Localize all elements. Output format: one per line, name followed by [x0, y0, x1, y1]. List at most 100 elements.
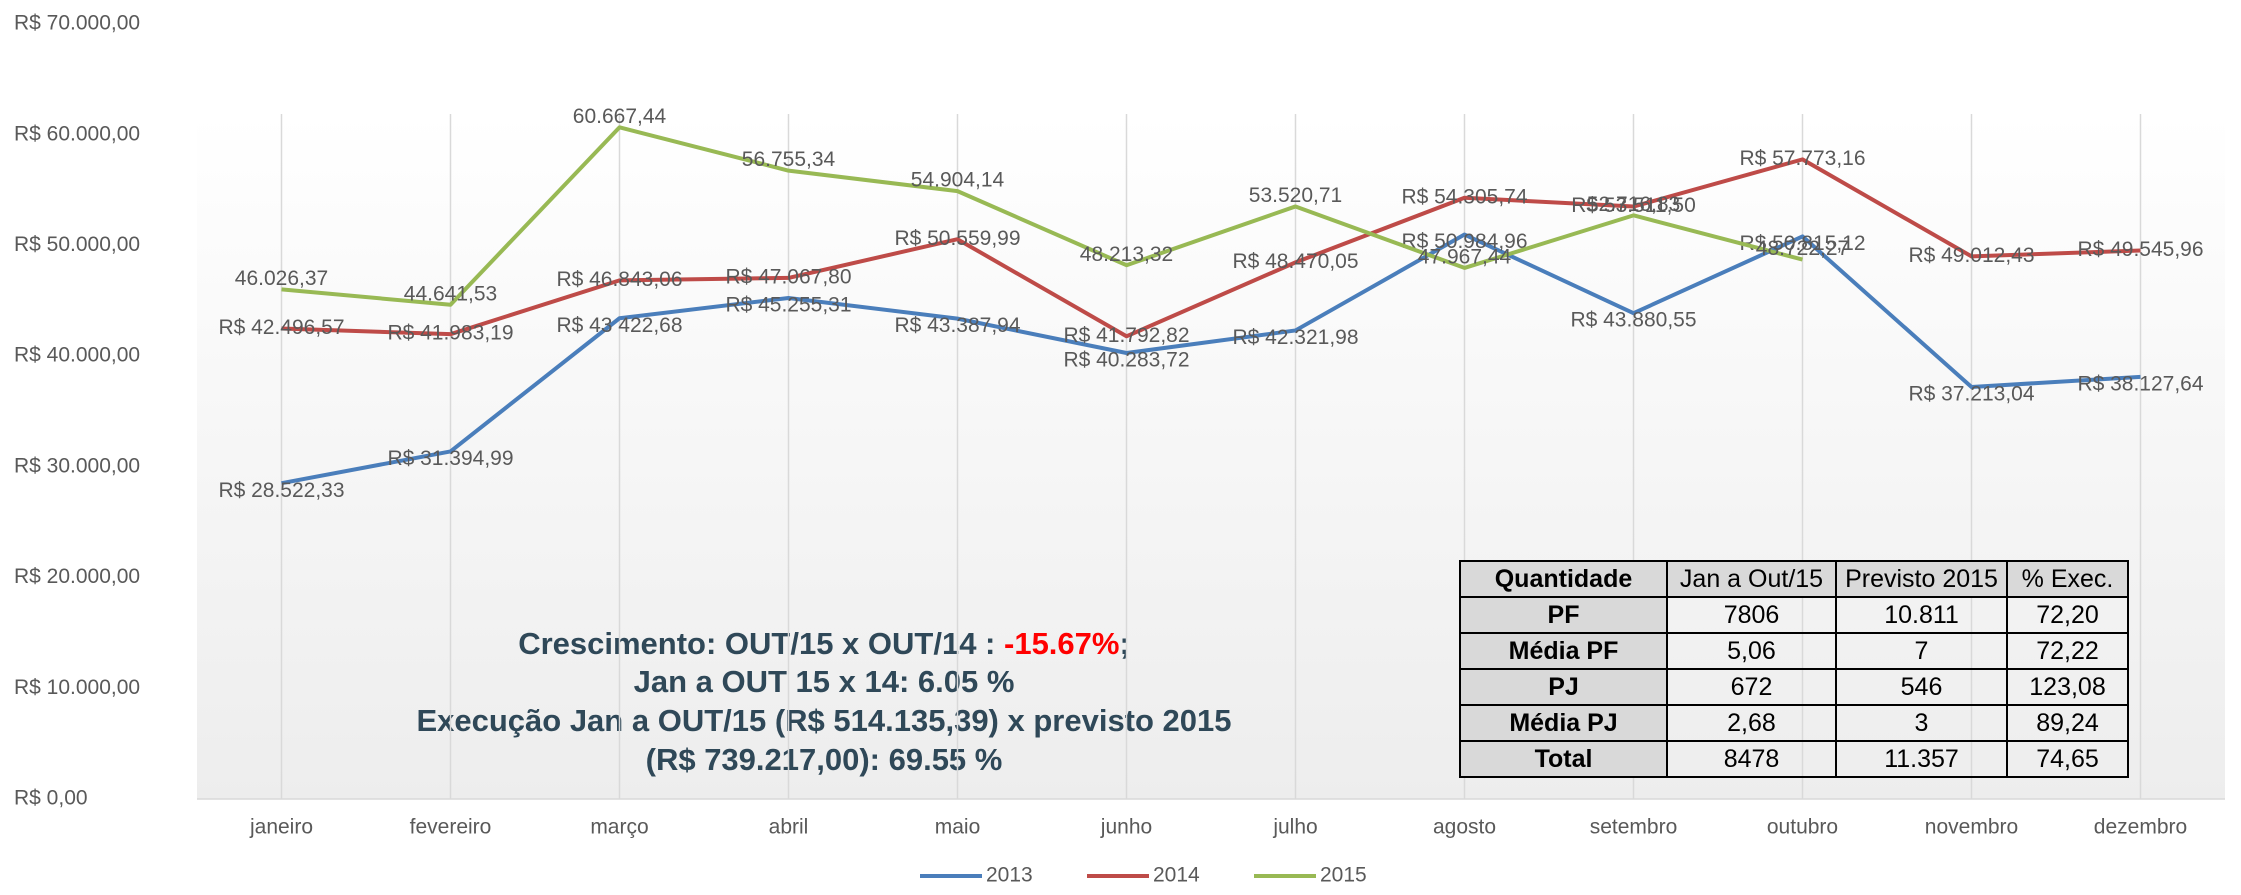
- data-label: R$ 47.067,80: [725, 265, 851, 288]
- table-row: PF 7806 10.811 72,20: [1459, 596, 2129, 634]
- data-label: R$ 42.496,57: [218, 316, 344, 339]
- series-line: [281, 125, 1804, 307]
- table-cell: 3: [1835, 704, 2008, 742]
- table-row: Total 8478 11.357 74,65: [1459, 740, 2129, 778]
- x-tick-label: fevereiro: [410, 816, 492, 839]
- table-cell: 72,22: [2006, 632, 2129, 670]
- y-tick-label: R$ 10.000,00: [14, 676, 140, 699]
- data-label: R$ 31.394,99: [387, 447, 513, 470]
- data-label: R$ 57.773,16: [1739, 147, 1865, 170]
- table-header-cell: Jan a Out/15: [1666, 560, 1837, 598]
- data-label: 54.904,14: [911, 169, 1005, 192]
- table-cell: 72,20: [2006, 596, 2129, 634]
- data-label: R$ 48.470,05: [1232, 250, 1358, 273]
- y-tick-label: R$ 0,00: [14, 787, 88, 810]
- data-label: R$ 42.321,98: [1232, 326, 1358, 349]
- data-label: R$ 43 422,68: [556, 314, 682, 337]
- series-line: [281, 232, 2141, 486]
- legend-label: 2015: [1320, 864, 1367, 887]
- table-header-cell: % Exec.: [2006, 560, 2129, 598]
- data-label: R$ 28.522,33: [218, 479, 344, 502]
- annotation: Execução Jan a OUT/15 (R$ 514.135,39) x …: [416, 703, 1231, 738]
- data-label: R$ 49.012,43: [1908, 244, 2034, 267]
- data-label: R$ 50.815,12: [1739, 232, 1865, 255]
- data-label: 47.967,44: [1418, 245, 1512, 268]
- x-tick-label: novembro: [1925, 816, 2018, 839]
- y-tick-label: R$ 40.000,00: [14, 344, 140, 367]
- table-cell: Média PJ: [1459, 704, 1668, 742]
- summary-table: Quantidade Jan a Out/15 Previsto 2015% Exe…: [1459, 560, 2129, 778]
- data-label: R$ 45.255,31: [725, 294, 851, 317]
- x-tick-label: abril: [769, 816, 809, 839]
- x-tick-label: março: [590, 816, 648, 839]
- table-cell: 8478: [1666, 740, 1837, 778]
- annotation: Jan a OUT 15 x 14: 6.05 %: [634, 664, 1015, 699]
- x-tick-label: junho: [1100, 816, 1152, 839]
- data-label: R$ 50.984,96: [1401, 230, 1527, 253]
- y-tick-label: R$ 20.000,00: [14, 565, 140, 588]
- x-tick-label: setembro: [1590, 816, 1678, 839]
- data-label: 44.641,53: [404, 282, 497, 305]
- legend-label: 2014: [1153, 864, 1200, 887]
- table-cell: 10.811: [1835, 596, 2008, 634]
- data-label: R$ 43.880,55: [1570, 309, 1696, 332]
- data-label: 52.716,83: [1587, 193, 1680, 216]
- table-header-row: Quantidade Jan a Out/15 Previsto 2015% Exe…: [1459, 560, 2129, 598]
- table-cell: 672: [1666, 668, 1837, 706]
- data-label: 48.213,32: [1080, 243, 1173, 266]
- data-label: R$ 41.792,82: [1063, 324, 1189, 347]
- table-cell: 89,24: [2006, 704, 2129, 742]
- table-cell: 74,65: [2006, 740, 2129, 778]
- annotation: Crescimento: OUT/15 x OUT/14 : -15.67%;: [518, 626, 1130, 661]
- table-cell: Total: [1459, 740, 1668, 778]
- table-cell: 7806: [1666, 596, 1837, 634]
- data-label: R$ 46.843,06: [556, 268, 682, 291]
- x-tick-label: outubro: [1767, 816, 1838, 839]
- table-row: PJ 672 546 123,08: [1459, 668, 2129, 706]
- table-header-cell: Quantidade: [1459, 560, 1668, 598]
- table-cell: 7: [1835, 632, 2008, 670]
- data-label: R$ 40.283,72: [1063, 349, 1189, 372]
- annotation-highlight: -15.67%: [1004, 626, 1119, 661]
- data-label: R$ 43.387,94: [894, 314, 1020, 337]
- data-label: R$ 38.127,64: [2077, 372, 2203, 395]
- annotation-text: ;: [1119, 626, 1129, 661]
- table-cell: PF: [1459, 596, 1668, 634]
- y-tick-label: R$ 60.000,00: [14, 122, 140, 145]
- x-tick-label: janeiro: [249, 816, 313, 839]
- table-row: Média PF 5,06 7 72,22: [1459, 632, 2129, 670]
- y-tick-label: R$ 30.000,00: [14, 454, 140, 477]
- table-cell: 123,08: [2006, 668, 2129, 706]
- data-label: R$ 41.983,19: [387, 322, 513, 345]
- table-cell: PJ: [1459, 668, 1668, 706]
- y-tick-label: R$ 50.000,00: [14, 233, 140, 256]
- table-row: Média PJ 2,68 3 89,24: [1459, 704, 2129, 742]
- table-cell: 546: [1835, 668, 2008, 706]
- annotation: (R$ 739.217,00): 69.55 %: [646, 742, 1003, 777]
- x-tick-label: dezembro: [2094, 816, 2187, 839]
- data-label: R$ 50.559,99: [894, 227, 1020, 250]
- data-label: R$ 37.213,04: [1908, 383, 2034, 406]
- data-label: R$ 54.305,74: [1401, 185, 1527, 208]
- data-label: 46.026,37: [235, 267, 328, 290]
- legend-label: 2013: [986, 864, 1033, 887]
- data-label: 53.520,71: [1249, 184, 1342, 207]
- x-tick-label: maio: [935, 816, 981, 839]
- y-tick-label: R$ 70.000,00: [14, 12, 140, 35]
- data-label: R$ 49.545,96: [2077, 238, 2203, 261]
- data-label: 48.722,27: [1756, 237, 1849, 260]
- table-cell: 11.357: [1835, 740, 2008, 778]
- series-line: [281, 157, 2141, 339]
- table-header-cell: Previsto 2015: [1835, 560, 2008, 598]
- x-tick-label: agosto: [1433, 816, 1496, 839]
- data-label: 60.667,44: [573, 105, 667, 128]
- table-cell: 5,06: [1666, 632, 1837, 670]
- table-cell: Média PF: [1459, 632, 1668, 670]
- data-label: 56.755,34: [742, 148, 836, 171]
- data-label: R$ 53.511,50: [1571, 194, 1696, 217]
- table-cell: 2,68: [1666, 704, 1837, 742]
- x-tick-label: julho: [1272, 816, 1317, 839]
- annotation-text: Crescimento: OUT/15 x OUT/14 :: [518, 626, 1004, 661]
